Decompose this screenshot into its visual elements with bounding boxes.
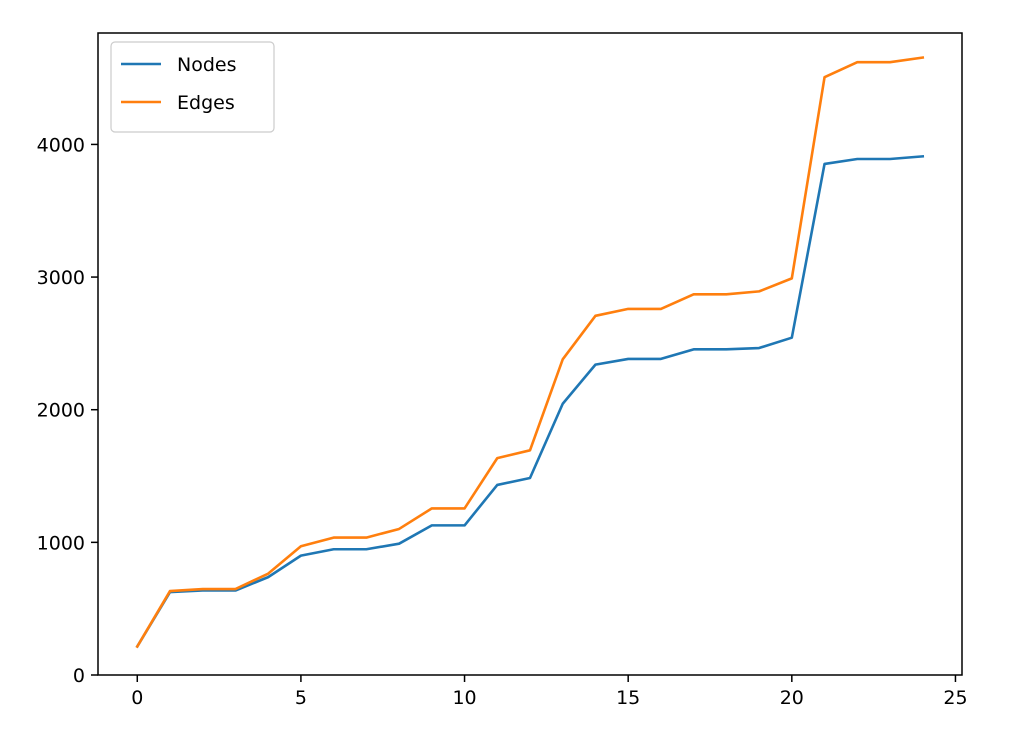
data-point-edges (757, 289, 761, 293)
data-point-nodes (692, 347, 696, 351)
data-point-edges (397, 527, 401, 531)
data-point-edges (593, 314, 597, 318)
legend: Nodes Edges (110, 41, 275, 133)
data-point-edges (430, 506, 434, 510)
series-line-nodes (135, 154, 925, 649)
data-point-nodes (397, 542, 401, 546)
data-point-nodes (626, 357, 630, 361)
data-point-edges (463, 506, 467, 510)
y-tick-label: 2000 (37, 400, 85, 422)
data-point-nodes (790, 336, 794, 340)
legend-label-edges: Edges (177, 92, 235, 114)
x-tick-label: 25 (943, 687, 967, 709)
data-point-edges (659, 307, 663, 311)
data-point-edges (724, 292, 728, 296)
data-point-edges (266, 572, 270, 576)
data-point-nodes (593, 363, 597, 367)
data-point-edges (888, 60, 892, 64)
data-point-edges (299, 544, 303, 548)
data-point-edges (626, 307, 630, 311)
data-point-nodes (855, 157, 859, 161)
data-point-edges (135, 644, 139, 648)
data-point-nodes (659, 357, 663, 361)
data-point-nodes (823, 162, 827, 166)
data-point-nodes (561, 402, 565, 406)
series-layer (135, 56, 925, 649)
data-point-nodes (332, 547, 336, 551)
data-point-edges (528, 448, 532, 452)
series-line-edges (135, 56, 925, 649)
data-point-edges (855, 60, 859, 64)
data-point-edges (332, 536, 336, 540)
data-point-edges (823, 75, 827, 79)
data-point-nodes (724, 347, 728, 351)
data-point-nodes (888, 157, 892, 161)
y-tick-label: 0 (73, 665, 85, 687)
data-point-edges (168, 589, 172, 593)
plot-frame (97, 32, 963, 676)
data-point-edges (233, 587, 237, 591)
data-point-edges (364, 536, 368, 540)
x-tick-label: 15 (616, 687, 640, 709)
data-point-edges (790, 276, 794, 280)
x-tick-label: 10 (452, 687, 476, 709)
data-point-edges (201, 587, 205, 591)
x-tick-label: 5 (295, 687, 307, 709)
data-point-nodes (757, 346, 761, 350)
data-point-nodes (528, 476, 532, 480)
data-point-nodes (921, 154, 925, 158)
x-axis: 0 5 10 15 20 25 (131, 675, 968, 709)
y-tick-label: 3000 (37, 267, 85, 289)
y-tick-label: 1000 (37, 532, 85, 554)
data-point-nodes (430, 523, 434, 527)
data-point-nodes (364, 547, 368, 551)
data-point-edges (561, 357, 565, 361)
plot-area: 0 5 10 15 20 25 0 1000 2000 3000 4000 (37, 32, 968, 709)
plot-background (98, 33, 962, 675)
x-tick-label: 0 (131, 687, 143, 709)
data-point-nodes (495, 483, 499, 487)
series-nodes (135, 154, 925, 649)
series-edges (135, 56, 925, 649)
x-tick-label: 20 (780, 687, 804, 709)
data-point-edges (921, 56, 925, 60)
data-point-edges (495, 456, 499, 460)
y-tick-label: 4000 (37, 134, 85, 156)
legend-label-nodes: Nodes (177, 54, 237, 76)
y-axis: 0 1000 2000 3000 4000 (37, 134, 98, 687)
data-point-nodes (299, 554, 303, 558)
data-point-nodes (463, 523, 467, 527)
data-point-edges (692, 292, 696, 296)
